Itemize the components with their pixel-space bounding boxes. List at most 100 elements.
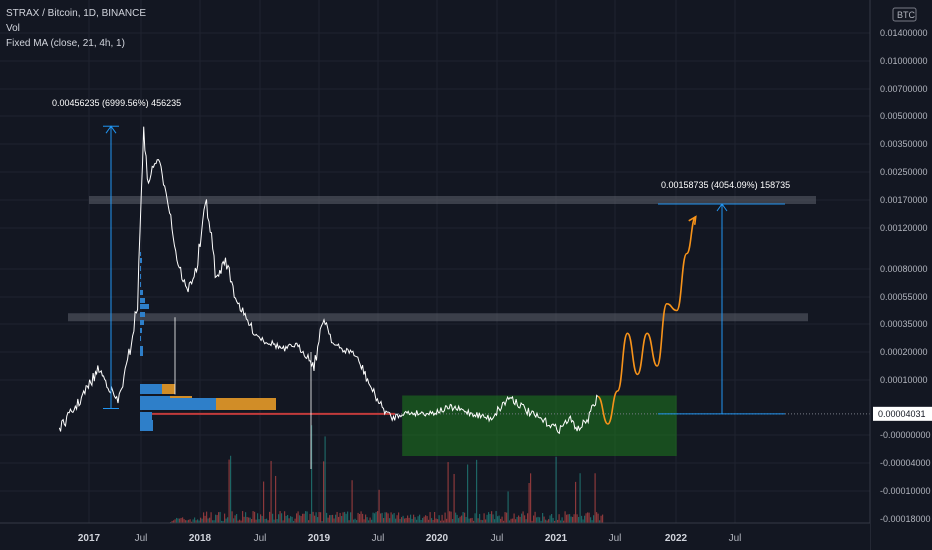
volume-bar (458, 518, 460, 523)
volume-bar (332, 514, 334, 523)
measure-target-label: 0.00158735 (4054.09%) 158735 (661, 180, 790, 190)
volume-bar (191, 521, 193, 523)
volume-bar (324, 436, 326, 523)
volume-bar (417, 516, 419, 523)
volume-bar (495, 511, 497, 523)
volume-bar (321, 520, 323, 523)
volume-bar (527, 513, 529, 523)
volume-bar (284, 511, 286, 523)
volume-bar (255, 519, 257, 523)
profile-bar-down (216, 398, 276, 410)
volume-bar (480, 519, 482, 523)
profile-bar-up (140, 266, 141, 271)
volume-bar (308, 520, 310, 523)
volume-bar (461, 515, 463, 523)
volume-bar (246, 516, 248, 523)
volume-bar (209, 517, 211, 523)
volume-bar (207, 518, 209, 523)
volume-bar (359, 513, 361, 523)
volume-bar (240, 520, 242, 523)
measure-up-arrow (105, 125, 117, 134)
legend-volume[interactable]: Vol (6, 23, 20, 34)
currency-label: BTC (897, 10, 916, 20)
volume-bar (488, 512, 490, 523)
volume-bar (288, 518, 290, 523)
y-tick-label: 0.00700000 (880, 84, 928, 94)
volume-bar (203, 512, 205, 523)
profile-bar-up (140, 384, 162, 394)
volume-bar (501, 516, 503, 523)
volume-bar (230, 455, 232, 523)
volume-bar (398, 512, 400, 523)
x-tick-label: 2020 (426, 533, 449, 544)
volume-bar (285, 515, 287, 523)
volume-bar (440, 520, 442, 523)
profile-bar-up (140, 328, 142, 333)
volume-bar (176, 517, 178, 523)
x-tick-label: Jul (491, 533, 504, 544)
volume-bar (473, 520, 475, 523)
volume-bar (569, 514, 571, 523)
volume-bar (414, 517, 416, 523)
volume-bar (231, 511, 233, 523)
volume-bar (519, 516, 521, 523)
volume-bar (474, 513, 476, 523)
volume-bar (326, 512, 328, 523)
volume-bar (276, 519, 278, 523)
y-tick-label: 0.00020000 (880, 347, 928, 357)
volume-bar (434, 512, 436, 523)
x-tick-label: 2019 (308, 533, 331, 544)
volume-bar (200, 517, 202, 523)
volume-bar (179, 518, 181, 523)
volume-bar (357, 512, 359, 523)
profile-bar-up (140, 290, 143, 295)
volume-bar (363, 519, 365, 523)
legend-ma[interactable]: Fixed MA (close, 21, 4h, 1) (6, 38, 125, 49)
volume-bar (233, 518, 235, 523)
volume-bar (213, 520, 215, 523)
chart-legend: STRAX / Bitcoin, 1D, BINANCE Vol Fixed M… (6, 6, 146, 51)
y-tick-label: 0.00250000 (880, 167, 928, 177)
y-tick-label: -0.00000000 (880, 430, 931, 440)
volume-bar (549, 515, 551, 523)
volume-bar (318, 512, 320, 523)
volume-bar (336, 511, 338, 523)
y-tick-label: 0.00350000 (880, 139, 928, 149)
volume-bar (596, 512, 598, 523)
y-tick-label: 0.00055000 (880, 292, 928, 302)
volume-bar (374, 513, 376, 523)
volume-bar (366, 517, 368, 523)
volume-bar (536, 517, 538, 523)
volume-bar (378, 489, 380, 523)
volume-bar (380, 513, 382, 523)
volume-bar (192, 519, 194, 523)
measure-target-arrow (716, 203, 728, 212)
volume-bar (212, 520, 214, 523)
volume-bar (435, 518, 437, 523)
volume-bar (590, 517, 592, 523)
volume-bar (540, 520, 542, 523)
y-tick-label: 0.00035000 (880, 319, 928, 329)
volume-bar (570, 516, 572, 523)
y-tick-label: -0.00018000 (880, 514, 931, 524)
volume-bar (509, 520, 511, 523)
profile-bar-up (140, 258, 142, 263)
legend-symbol[interactable]: STRAX / Bitcoin, 1D, BINANCE (6, 8, 147, 19)
volume-bar (552, 517, 554, 523)
y-tick-label: -0.00010000 (880, 486, 931, 496)
volume-bar (243, 516, 245, 523)
volume-bar (377, 511, 379, 523)
volume-bar (258, 519, 260, 523)
y-tick-label: 0.00010000 (880, 375, 928, 385)
volume-bar (449, 511, 451, 523)
volume-bar (290, 516, 292, 523)
volume-bar (477, 518, 479, 523)
volume-bar (594, 473, 596, 523)
volume-bar (293, 520, 295, 523)
volume-bar (194, 517, 196, 523)
volume-bar (266, 518, 268, 523)
volume-bar (282, 520, 284, 523)
volume-bar (450, 511, 452, 523)
volume-bar (215, 514, 217, 523)
